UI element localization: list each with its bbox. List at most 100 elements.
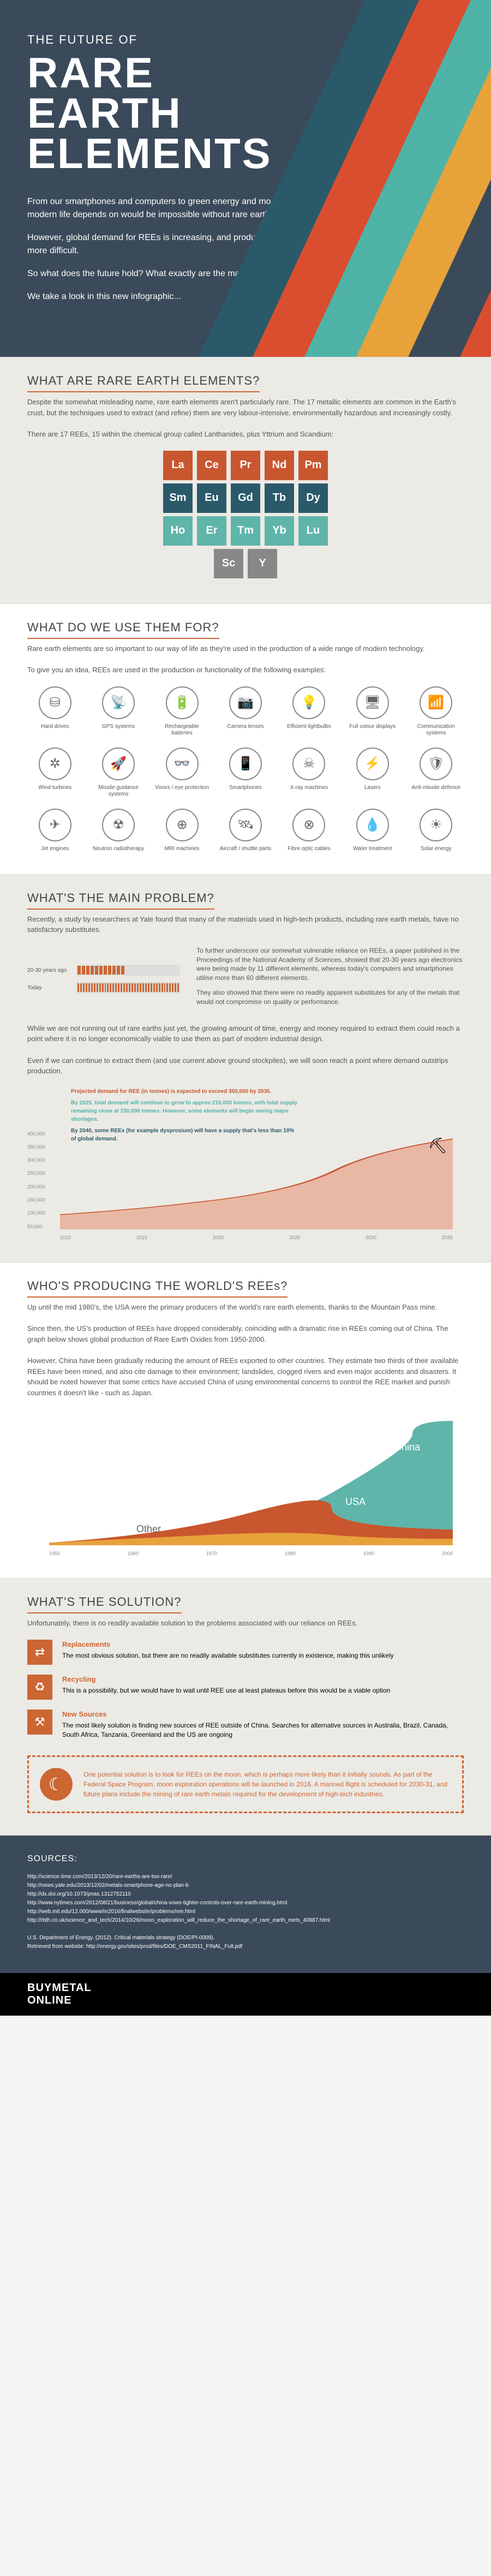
element-pr: Pr bbox=[231, 451, 260, 480]
use-item: 📡 GPS systems bbox=[91, 686, 146, 737]
use-label: Missile guidance systems bbox=[91, 785, 146, 798]
use-icon: ☢ bbox=[102, 809, 135, 841]
use-icon: 🛰 bbox=[229, 809, 262, 841]
use-icon: 🛡 bbox=[420, 748, 452, 780]
use-item: 📶Communication systems bbox=[409, 686, 464, 737]
producing-text: Up until the mid 1980's, the USA were th… bbox=[27, 1302, 464, 1398]
use-icon: ⊕ bbox=[166, 809, 199, 841]
use-label: Visors / eye protection bbox=[154, 785, 209, 791]
solution-item: ♻ RecyclingThis is a possibility, but we… bbox=[27, 1675, 464, 1700]
sources-block: SOURCES: http://science.time.com/2013/12… bbox=[27, 1852, 464, 1951]
use-label: Rechargeable batteries bbox=[154, 724, 209, 737]
use-item: ☠ X-ray machines bbox=[282, 748, 337, 798]
use-item: ☢ Neutron radiotherapy bbox=[91, 809, 146, 852]
bar-label: 20-30 years ago bbox=[27, 967, 71, 973]
solution-icon: ♻ bbox=[27, 1675, 52, 1700]
use-icon: ⚡ bbox=[356, 748, 389, 780]
use-label: Wind turbines bbox=[27, 785, 82, 791]
use-label: Solar energy bbox=[409, 846, 464, 852]
sources-title: SOURCES: bbox=[27, 1852, 464, 1866]
section-text: Even if we can continue to extract them … bbox=[27, 1055, 464, 1077]
stacked-area-chart: China USA Other 195019601970198019902000 bbox=[27, 1414, 464, 1556]
use-label: GPS systems bbox=[91, 724, 146, 730]
layer-label-china: China bbox=[394, 1442, 420, 1453]
element-sc: Sc bbox=[214, 549, 243, 578]
element-ho: Ho bbox=[163, 516, 193, 546]
section-uses: WHAT DO WE USE THEM FOR? Rare earth elem… bbox=[0, 603, 491, 874]
use-label: Anti-missile defence bbox=[409, 785, 464, 791]
section-problem: WHAT'S THE MAIN PROBLEM? Recently, a stu… bbox=[0, 874, 491, 1262]
element-tm: Tm bbox=[231, 516, 260, 546]
section-text: Unfortunately, there is no readily avail… bbox=[27, 1618, 464, 1629]
use-item: 📱Smartphones bbox=[218, 748, 273, 798]
element-y: Y bbox=[248, 549, 277, 578]
element-la: La bbox=[163, 451, 193, 480]
use-label: Communication systems bbox=[409, 724, 464, 737]
pickaxe-icon: ⛏ bbox=[428, 1137, 447, 1155]
problem-side-text: To further underscore our somewhat vulne… bbox=[196, 946, 464, 1012]
x-axis: 195019601970198019902000 bbox=[49, 1551, 453, 1556]
use-item: 🖥Full colour displays bbox=[345, 686, 400, 737]
element-yb: Yb bbox=[265, 516, 294, 546]
infographic-page: THE FUTURE OF RAREEARTHELEMENTS From our… bbox=[0, 0, 491, 2016]
solution-text: ReplacementsThe most obvious solution, b… bbox=[62, 1640, 394, 1660]
bar-track bbox=[76, 965, 180, 976]
solution-text: New SourcesThe most likely solution is f… bbox=[62, 1710, 464, 1740]
use-label: X-ray machines bbox=[282, 785, 337, 791]
use-icon: 📷 bbox=[229, 686, 262, 719]
element-gd: Gd bbox=[231, 483, 260, 513]
use-item: 💡 Efficient lightbulbs bbox=[282, 686, 337, 737]
use-label: Neutron radiotherapy bbox=[91, 846, 146, 852]
moon-callout: ☾ One potential solution is to look for … bbox=[27, 1755, 464, 1813]
section-producing: WHO'S PRODUCING THE WORLD'S REEs? Up unt… bbox=[0, 1262, 491, 1579]
element-sm: Sm bbox=[163, 483, 193, 513]
element-pm: Pm bbox=[298, 451, 328, 480]
use-item: 💧Water treatment bbox=[345, 809, 400, 852]
element-lu: Lu bbox=[298, 516, 328, 546]
element-dy: Dy bbox=[298, 483, 328, 513]
element-eu: Eu bbox=[197, 483, 226, 513]
use-item: ✲ Wind turbines bbox=[27, 748, 82, 798]
use-label: Jet engines bbox=[27, 846, 82, 852]
solution-icon: ⚒ bbox=[27, 1710, 52, 1735]
use-icon: 💡 bbox=[292, 686, 325, 719]
bar-track bbox=[76, 982, 180, 993]
moon-icon: ☾ bbox=[40, 1768, 73, 1801]
use-item: 🛡 Anti-missile defence bbox=[409, 748, 464, 798]
use-item: ✈Jet engines bbox=[27, 809, 82, 852]
solution-text: RecyclingThis is a possibility, but we w… bbox=[62, 1675, 390, 1695]
use-item: 🚀Missile guidance systems bbox=[91, 748, 146, 798]
brand-line-1: BUYMETAL bbox=[27, 1982, 92, 1994]
section-title: WHAT'S THE SOLUTION? bbox=[27, 1595, 182, 1613]
use-label: Aircraft / shuttle parts bbox=[218, 846, 273, 852]
use-item: 📷Camera lenses bbox=[218, 686, 273, 737]
section-text: Despite the somewhat misleading name, ra… bbox=[27, 397, 464, 418]
use-item: 🛰 Aircraft / shuttle parts bbox=[218, 809, 273, 852]
use-item: ⛁Hard drives bbox=[27, 686, 82, 737]
use-icon: 💧 bbox=[356, 809, 389, 841]
moon-text: One potential solution is to look for RE… bbox=[83, 1770, 451, 1799]
demand-chart: Projected demand for REE (in tonnes) is … bbox=[27, 1087, 464, 1240]
uses-grid: ⛁Hard drives 📡 GPS systems 🔋Rechargeable ba… bbox=[27, 686, 464, 852]
x-axis: 201020152020202520302035 bbox=[60, 1235, 453, 1240]
periodic-elements: LaCePrNdPmSmEuGdTbDyHoErTmYbLuScY bbox=[27, 451, 464, 578]
use-item: ☀Solar energy bbox=[409, 809, 464, 852]
solution-item: ⇄ ReplacementsThe most obvious solution,… bbox=[27, 1640, 464, 1665]
section-text: To give you an idea, REEs are used in th… bbox=[27, 665, 464, 676]
use-icon: ⊗ bbox=[292, 809, 325, 841]
use-icon: 📱 bbox=[229, 748, 262, 780]
use-icon: ☠ bbox=[292, 748, 325, 780]
use-label: MRI machines bbox=[154, 846, 209, 852]
section-text: While we are not running out of rare ear… bbox=[27, 1023, 464, 1044]
use-label: Efficient lightbulbs bbox=[282, 724, 337, 730]
section-title: WHAT ARE RARE EARTH ELEMENTS? bbox=[27, 374, 260, 392]
use-icon: 📡 bbox=[102, 686, 135, 719]
use-label: Lasers bbox=[345, 785, 400, 791]
section-text: Recently, a study by researchers at Yale… bbox=[27, 914, 464, 935]
section-solution: WHAT'S THE SOLUTION? Unfortunately, ther… bbox=[0, 1578, 491, 1835]
use-item: 🔋Rechargeable batteries bbox=[154, 686, 209, 737]
section-sources: SOURCES: http://science.time.com/2013/12… bbox=[0, 1835, 491, 1973]
brand-line-2: ONLINE bbox=[27, 1994, 72, 2006]
use-icon: 🖥 bbox=[356, 686, 389, 719]
use-icon: ✲ bbox=[39, 748, 71, 780]
